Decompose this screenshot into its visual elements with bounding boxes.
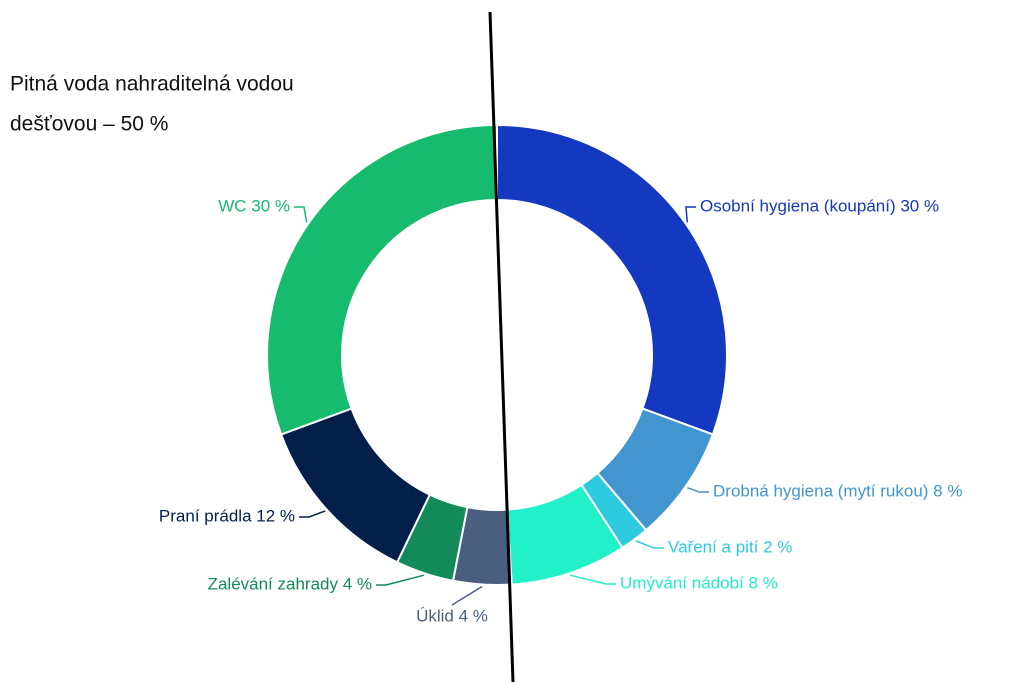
annotation: dešťovou – 50 %	[10, 113, 168, 136]
leader-line	[294, 206, 308, 223]
slice-label: Osobní hygiena (koupání) 30 %	[700, 196, 939, 215]
leader-line	[299, 510, 326, 518]
slice	[266, 123, 498, 436]
annotation: Pitná voda nahraditelná vodou	[10, 73, 294, 96]
divider-line	[488, 11, 515, 682]
slice-label: Praní prádla 12 %	[159, 506, 295, 525]
slice-label: Zalévání zahrady 4 %	[208, 574, 372, 593]
slice-label: Umývání nádobí 8 %	[620, 573, 778, 592]
slice-label: Vaření a pití 2 %	[668, 537, 792, 556]
leader-line	[569, 574, 616, 585]
slice-label: WC 30 %	[218, 196, 290, 215]
leader-line	[451, 585, 483, 606]
leader-line	[685, 206, 696, 223]
leader-line	[376, 574, 425, 586]
leader-line	[687, 487, 709, 493]
slice	[279, 407, 432, 564]
leader-line	[635, 540, 664, 549]
slice-label: Úklid 4 %	[416, 606, 488, 625]
slice-label: Drobná hygiena (mytí rukou) 8 %	[713, 481, 962, 500]
slice	[496, 123, 728, 436]
